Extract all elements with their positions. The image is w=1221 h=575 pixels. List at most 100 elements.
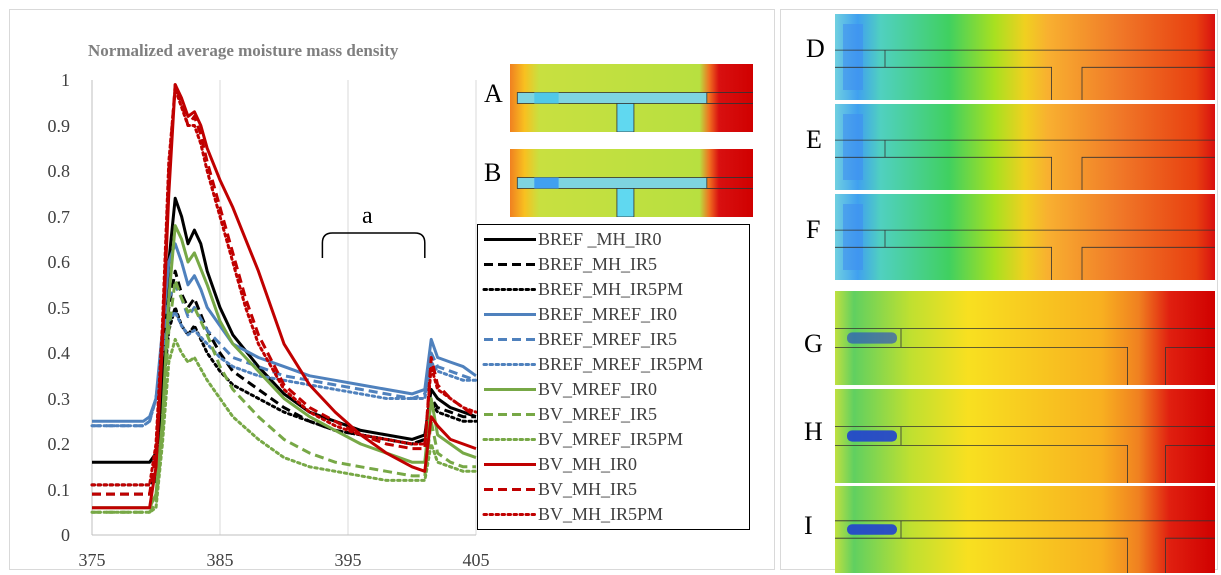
wall-line [1165,445,1215,483]
legend-item: BREF_MH_IR5PM [478,278,748,301]
legend-label: BREF_MREF_IR5PM [538,354,704,374]
panel-label-I: I [804,511,813,540]
panel-label-E: E [806,125,822,154]
x-tick-label: 405 [462,550,490,570]
cold-zone [843,114,863,180]
y-tick-label: 1 [61,70,70,90]
wall-line [1165,347,1215,385]
legend-item: BV_MH_IR5PM [478,503,748,526]
panel-label-F: F [806,215,821,244]
chart-frame [9,9,775,570]
wall-line [1081,246,1215,280]
legend-item: BREF_MREF_IR0 [478,303,748,326]
legend-swatch [482,438,538,441]
wall-line [835,246,1053,280]
heatmap-panel-G [835,291,1215,385]
legend-label: BV_MH_IR5 [538,479,638,499]
wall-line [1165,537,1215,573]
legend-swatch [484,338,536,341]
series-line-4 [92,283,477,428]
legend-swatch [484,488,536,491]
series-line-9 [92,83,477,510]
panel-label-A: A [484,79,503,108]
series-line-10 [92,83,477,496]
legend-item: BV_MREF_IR5 [478,403,748,426]
channel [516,92,708,104]
legend-label: BREF_MH_IR5 [538,254,658,274]
legend-item: BREF _MH_IR0 [478,228,748,251]
y-tick-label: 0.4 [47,343,71,363]
heatmap-field [835,389,1215,483]
legend-swatch [482,288,538,291]
panel-label-H: H [804,417,823,446]
annotation-label: a [362,203,373,229]
heatmap-panel-H [835,389,1215,483]
y-tick-label: 0 [61,525,70,545]
y-tick-label: 0.9 [47,115,71,136]
heatmap-field [835,194,1215,280]
y-tick-label: 0.7 [47,206,71,227]
legend-label: BV_MREF_IR5PM [538,429,684,449]
heatmap-field [835,291,1215,385]
wall-line [835,537,1129,573]
series-line-7 [92,278,476,514]
legend-label: BREF_MREF_IR5 [538,329,678,349]
legend-item: BREF_MREF_IR5PM [478,353,748,376]
y-tick-label: 0.1 [47,479,71,500]
legend-item: BREF_MH_IR5 [478,253,748,276]
legend-label: BV_MREF_IR5 [538,404,658,424]
chart-title: Normalized average moisture mass density [88,41,399,60]
cold-zone [843,24,863,90]
channel-inlet [534,92,559,104]
x-tick-label: 385 [206,550,234,570]
legend: BREF _MH_IR0 BREF_MH_IR5 BREF_MH_IR5PM BREF… [477,224,750,530]
heatmap-field [835,104,1215,190]
x-tick-label: 375 [78,550,106,570]
y-tick-label: 0.8 [47,161,71,181]
legend-swatch [484,463,536,466]
heatmap-panel-I [835,486,1215,573]
channel-stem [616,103,635,132]
cold-zone [847,430,897,442]
legend-item: BV_MREF_IR0 [478,378,748,401]
cold-zone [847,524,897,535]
wall-line [1081,156,1215,190]
series-line-11 [90,87,478,487]
legend-item: BV_MREF_IR5PM [478,428,748,451]
legend-label: BV_MREF_IR0 [538,379,658,399]
annotation-bracket [321,232,426,258]
panel-label-D: D [806,34,825,63]
panel-label-G: G [804,329,823,358]
series-line-8 [90,337,478,514]
legend-swatch [484,238,536,241]
y-tick-label: 0.5 [47,297,71,318]
legend-label: BREF _MH_IR0 [538,229,662,249]
legend-label: BV_MH_IR0 [538,454,638,474]
legend-item: BV_MH_IR0 [478,453,748,476]
wall-line [1081,66,1215,100]
legend-item: BREF_MREF_IR5 [478,328,748,351]
panel-label-B: B [484,158,502,187]
channel [516,177,708,189]
wall-line [835,347,1129,385]
heatmap-panel-E [835,104,1215,190]
heatmap-field [835,14,1215,100]
heatmap-panel-D [835,14,1215,100]
legend-swatch [484,313,536,316]
heatmap-panel-B [510,149,753,217]
y-tick-label: 0.2 [47,434,71,454]
legend-swatch [484,263,536,266]
legend-swatch [484,413,536,416]
channel-stem [616,188,635,217]
y-tick-label: 0.6 [47,252,71,272]
legend-label: BV_MH_IR5PM [538,504,664,524]
wall-line [835,156,1053,190]
channel-inlet [534,177,559,189]
wall-line [835,66,1053,100]
x-tick-label: 395 [334,550,362,570]
y-tick-label: 0.3 [47,388,71,409]
legend-label: BREF_MH_IR5PM [538,279,684,299]
legend-item: BV_MH_IR5 [478,478,748,501]
